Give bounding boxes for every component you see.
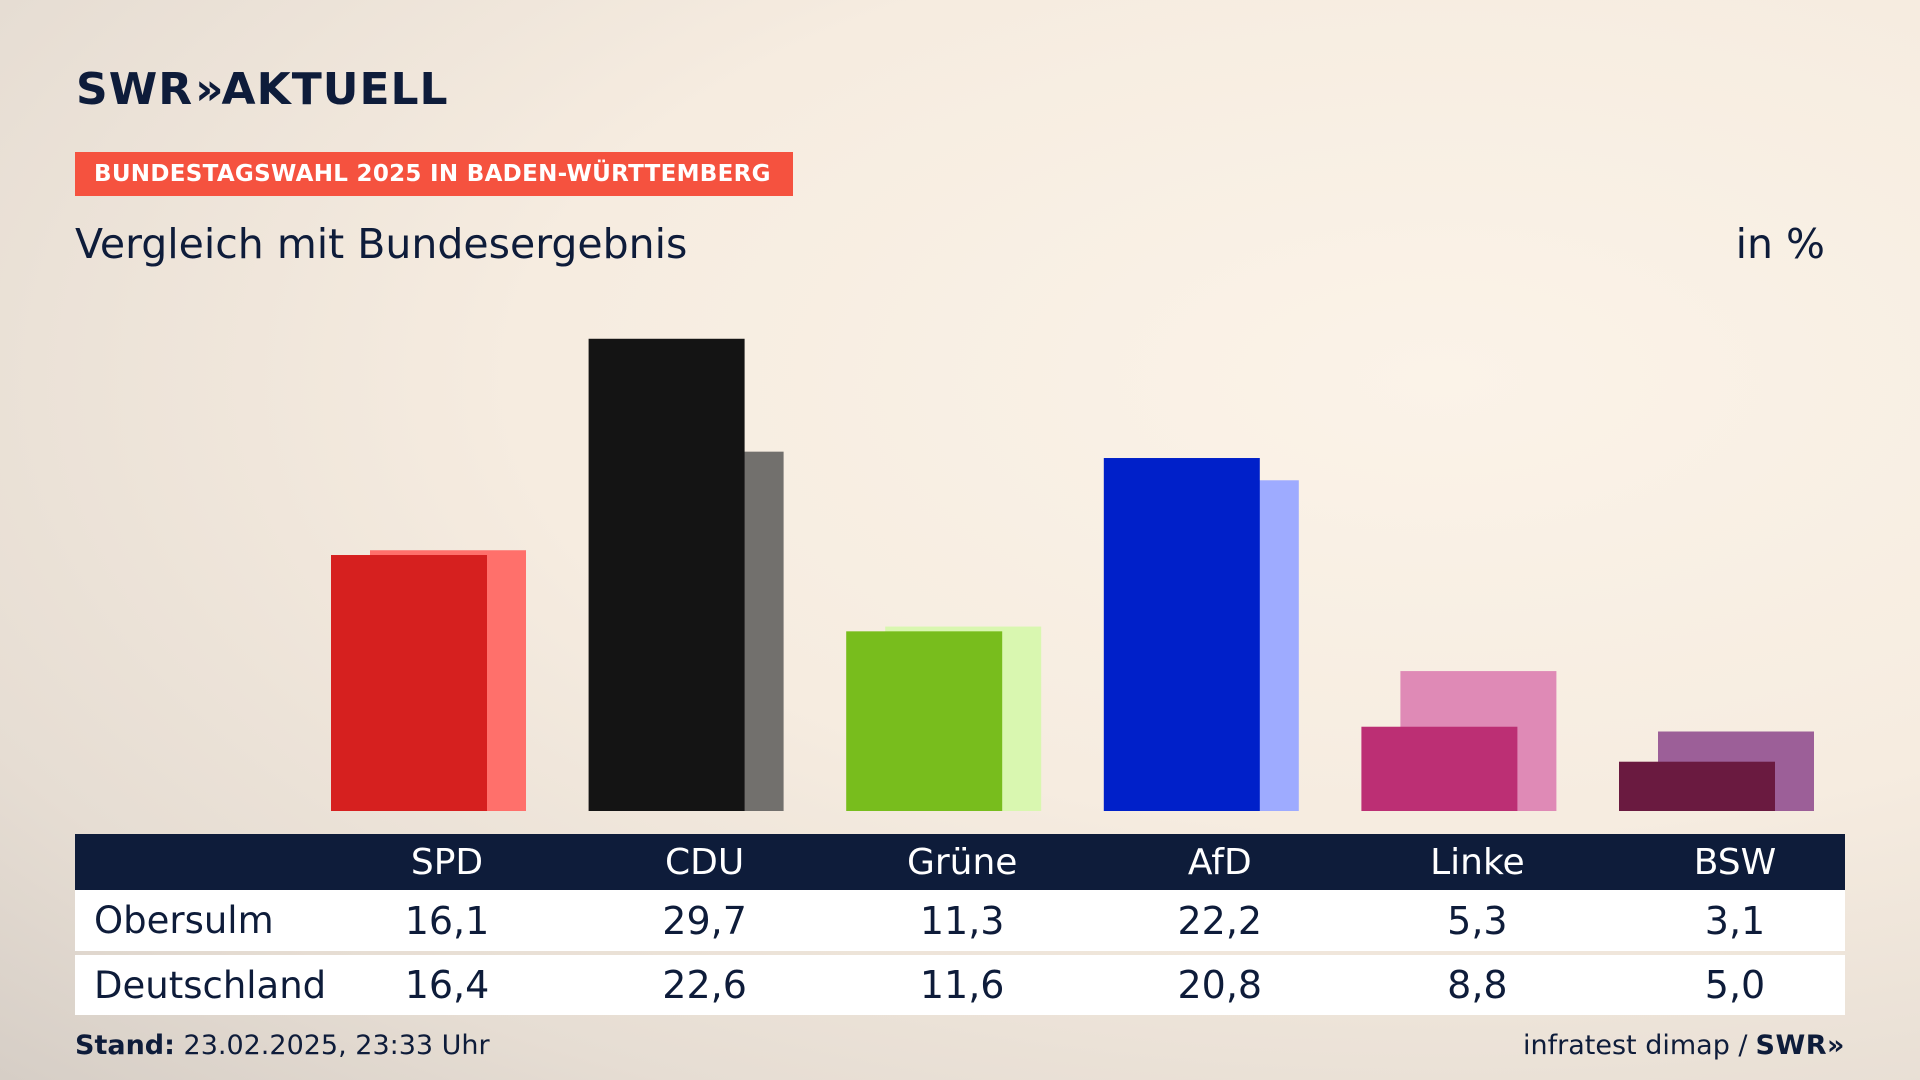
logo-swr: SWR — [76, 64, 194, 115]
table-cell: 22,6 — [662, 963, 747, 1007]
table-row: Obersulm 16,1 29,7 11,3 22,2 5,3 3,1 — [75, 890, 1845, 951]
bar-obersulm-bsw — [1619, 761, 1775, 811]
chart-subtitle: Vergleich mit Bundesergebnis — [75, 220, 688, 268]
table-header-bsw: BSW — [1693, 841, 1777, 883]
bar-obersulm-afd — [1103, 458, 1260, 811]
swr-mini-logo: SWR» — [1755, 1030, 1845, 1061]
table-cell: 29,7 — [662, 898, 747, 943]
table-header-cols: SPD CDU Grüne AfD Linke BSW — [334, 834, 1845, 890]
table-cell: 20,8 — [1177, 963, 1263, 1007]
table-header-afd: AfD — [1187, 841, 1252, 883]
source-credit: infratest dimap / SWR» — [1523, 1030, 1845, 1061]
table-cell: 3,1 — [1704, 898, 1766, 943]
table-header-spd: SPD — [410, 841, 484, 883]
row-label: Obersulm — [94, 899, 274, 942]
table-header-cdu: CDU — [664, 841, 745, 883]
swr-aktuell-logo: SWR » AKTUELL — [76, 68, 449, 112]
table-header-linke: Linke — [1430, 841, 1525, 883]
source-text: infratest dimap / — [1523, 1030, 1748, 1061]
table-header: SPD CDU Grüne AfD Linke BSW — [75, 834, 1845, 890]
table-row: Deutschland 16,4 22,6 11,6 20,8 8,8 5,0 — [75, 955, 1845, 1015]
table-cell: 22,2 — [1177, 898, 1263, 943]
table-cell: 5,3 — [1447, 898, 1508, 943]
table-cell: 8,8 — [1447, 963, 1508, 1007]
unit-label: in % — [1735, 220, 1825, 268]
table-cell: 16,4 — [404, 963, 490, 1007]
table-header-grüne: Grüne — [906, 841, 1018, 883]
table-cell: 16,1 — [404, 898, 490, 943]
election-badge: BUNDESTAGSWAHL 2025 IN BADEN-WÜRTTEMBERG — [75, 152, 793, 196]
table-cell: 11,6 — [919, 963, 1005, 1007]
stand-value: 23.02.2025, 23:33 Uhr — [183, 1030, 490, 1061]
table-cell: 11,3 — [919, 898, 1005, 943]
bar-obersulm-spd — [331, 555, 487, 811]
timestamp: Stand: 23.02.2025, 23:33 Uhr — [75, 1030, 490, 1061]
bar-obersulm-grüne — [846, 631, 1003, 811]
results-table: SPD CDU Grüne AfD Linke BSW Obersulm 16,1 29,7 1… — [75, 834, 1845, 1015]
row-label: Deutschland — [94, 963, 327, 1007]
stand-label: Stand: — [75, 1030, 175, 1061]
bar-obersulm-linke — [1361, 726, 1518, 811]
logo-aktuell: AKTUELL — [221, 64, 449, 115]
table-cell: 5,0 — [1704, 963, 1766, 1007]
bar-obersulm-cdu — [588, 338, 745, 811]
